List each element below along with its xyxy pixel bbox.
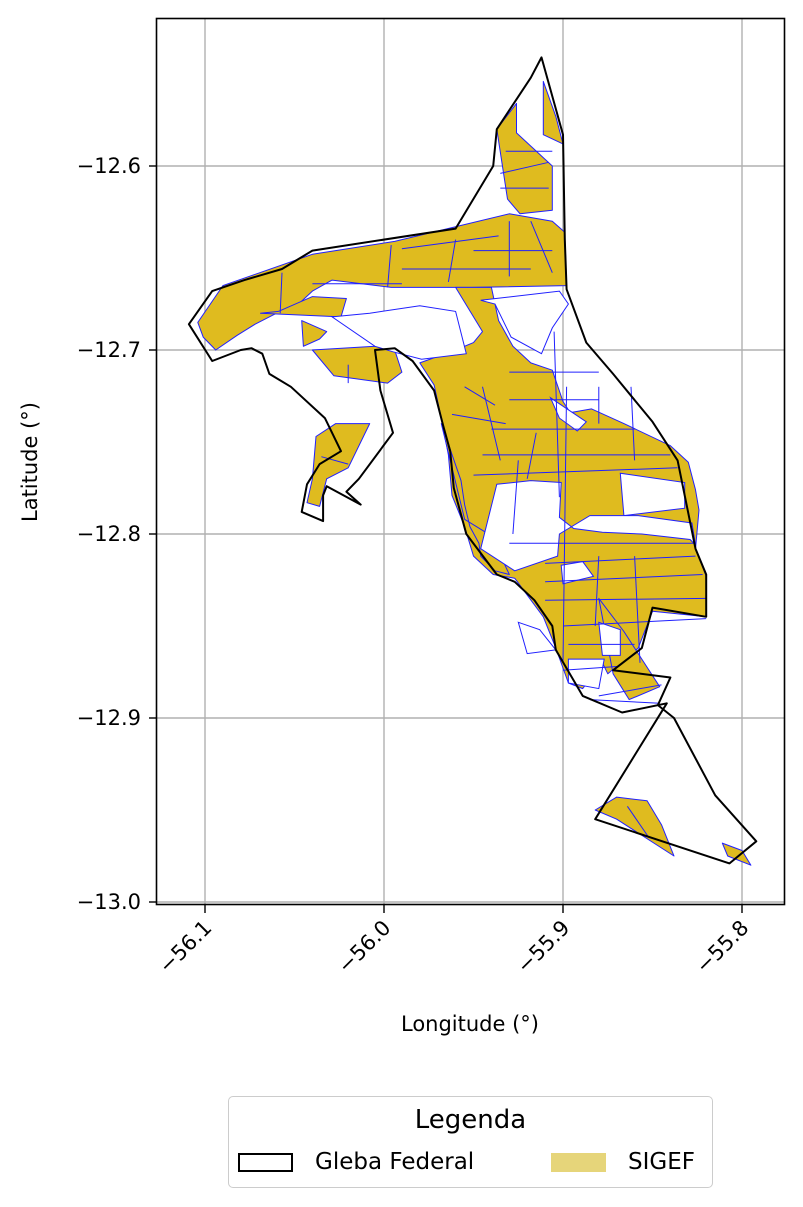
sigef-gap	[560, 561, 595, 585]
x-axis-ticks: −56.1 −56.0 −55.9 −55.8	[154, 905, 754, 978]
gleba-federal-swatch	[238, 1152, 293, 1172]
sigef-parcel-edge	[598, 684, 662, 697]
sigef-parcel-edge	[464, 386, 496, 406]
sigef-parcel-edge	[512, 460, 519, 535]
sigef-parcel-edge	[500, 161, 549, 174]
sigef-parcel	[311, 345, 403, 384]
y-tick-label: −12.6	[77, 154, 141, 178]
sigef-parcel-edge	[401, 235, 499, 250]
sigef-parcel-edge	[387, 245, 392, 288]
sigef-parcel-edge	[545, 574, 703, 583]
sigef-parcel-edge	[530, 221, 553, 273]
y-tick-label: −12.9	[77, 706, 141, 730]
sigef-parcel-edge	[553, 331, 560, 498]
sigef-parcel-edge	[562, 618, 707, 627]
y-axis-ticks: −12.6 −12.7 −12.8 −12.9 −13.0	[77, 154, 157, 914]
legend: Legenda Gleba Federal SIGEF	[228, 1096, 713, 1188]
sigef-parcel-edge	[545, 597, 707, 601]
sigef-parcel	[440, 423, 510, 575]
sigef-gap	[619, 472, 686, 517]
y-tick-label: −12.8	[77, 522, 141, 546]
sigef-parcel-edge	[473, 467, 678, 476]
sigef-swatch	[551, 1152, 606, 1172]
sigef-gap	[480, 290, 570, 355]
sigef-parcel	[306, 423, 371, 507]
sigef-parcel-edge	[545, 555, 696, 564]
sigef-parcel-edge	[562, 666, 617, 671]
legend-label-sigef: SIGEF	[628, 1149, 695, 1175]
legend-entry-gleba-federal: Gleba Federal	[238, 1147, 474, 1177]
legend-label-gleba-federal: Gleba Federal	[315, 1149, 475, 1175]
plot-frame	[155, 17, 786, 906]
sigef-parcel	[721, 842, 752, 866]
legend-title: Legenda	[414, 1105, 527, 1135]
x-tick-label: −56.1	[154, 916, 216, 978]
sigef-parcel-edge	[594, 556, 600, 627]
x-tick-label: −56.0	[333, 916, 395, 978]
sigef-parcel	[594, 796, 675, 857]
sigef-parcel-edge	[630, 386, 636, 461]
x-tick-label: −55.8	[691, 916, 753, 978]
sigef-parcel	[197, 213, 568, 351]
sigef-gap	[330, 305, 467, 360]
gleba-federal-boundary	[187, 56, 758, 865]
sigef-parcel	[260, 296, 347, 318]
sigef-parcel	[301, 320, 328, 347]
sigef-parcel-edge	[321, 456, 349, 465]
sigef-parcel-edge	[626, 806, 650, 838]
sigef-parcel-edge	[634, 556, 641, 663]
sigef-parcel-edge	[279, 272, 283, 314]
sigef-parcel-edge	[451, 413, 506, 425]
sigef-gap	[567, 658, 605, 690]
legend-entry-sigef: SIGEF	[551, 1147, 695, 1177]
sigef-parcel	[496, 102, 553, 215]
gleba-federal-layer	[187, 56, 758, 865]
sigef-parcel	[542, 80, 564, 145]
x-tick-label: −55.9	[512, 916, 574, 978]
sigef-parcel-edge	[589, 699, 660, 704]
y-tick-label: −12.7	[77, 338, 141, 362]
sigef-parcel-edge	[447, 239, 457, 282]
sigef-parcel-edge	[526, 432, 537, 479]
x-axis-title: Longitude (°)	[401, 1012, 539, 1036]
y-tick-label: −13.0	[77, 890, 141, 914]
sigef-parcel-edge	[562, 386, 568, 663]
y-axis-title: Latitude (°)	[18, 402, 42, 522]
